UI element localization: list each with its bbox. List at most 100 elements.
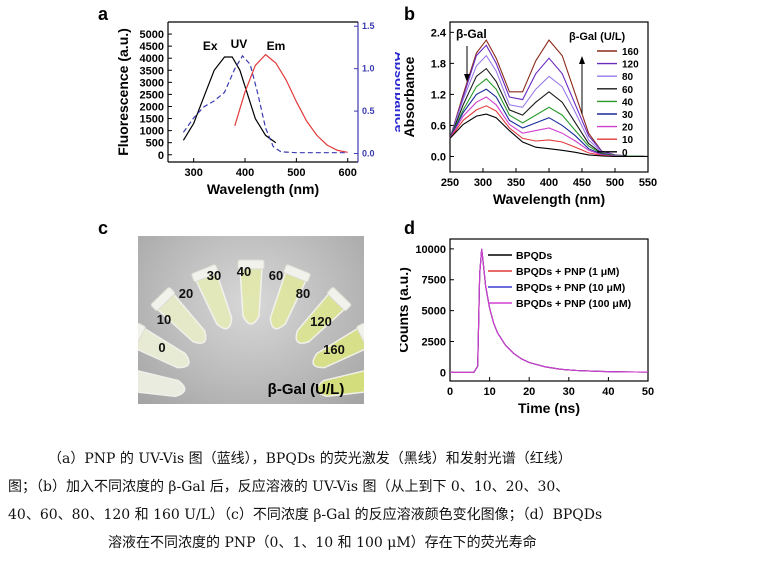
series-b-30: [449, 88, 648, 158]
xlabel-a: Wavelength (nm): [207, 181, 319, 197]
panel-label-d: d: [404, 218, 415, 238]
panel-label-c: c: [98, 218, 109, 238]
ytick-label-a: 2500: [140, 89, 164, 101]
arrow-up-head-b: [579, 56, 585, 64]
series-b-0: [449, 113, 648, 158]
legend-label-b-160: 160: [622, 47, 639, 58]
tube-body: [269, 271, 307, 330]
caption-line-2: 图；（b）加入不同浓度的 β-Gal 后，反应溶液的 UV-Vis 图（从上到下…: [8, 479, 570, 495]
ytick-label-a: 0: [158, 150, 164, 162]
tube-label-40: 40: [237, 264, 251, 279]
series-d-BPQDs + PNP (100 μM): [450, 248, 649, 373]
legend-label-d-3: BPQDs + PNP (100 μM): [516, 298, 631, 310]
series-label-a-em: Em: [267, 39, 286, 53]
xtick-label-a: 400: [236, 167, 254, 179]
xtick-label-b: 400: [540, 177, 558, 189]
tube-30: [191, 264, 233, 330]
tube-photo: 0 10 20 30 40 60 80 120 160 β-Gal (U/L): [119, 236, 383, 404]
xtick-label-b: 250: [441, 177, 459, 189]
legend-label-b-60: 60: [622, 85, 634, 96]
ylabel-a: Fluorescence (a.u.): [115, 28, 131, 156]
annotation-b: β-Gal: [456, 27, 487, 41]
tube-label-30: 30: [207, 268, 221, 283]
y2tick-label-a: 1.0: [362, 64, 375, 74]
xtick-label-a: 600: [339, 167, 357, 179]
chart-a: 300 400 500 6000500100015002000250030003500…: [115, 21, 400, 197]
ylabel-b: Absorbance: [401, 56, 417, 137]
caption-line-3: 40、60、80、120 和 160 U/L）（c）不同浓度 β-Gal 的反应…: [8, 507, 603, 523]
legend-label-b-40: 40: [622, 97, 634, 108]
tube-body: [132, 327, 190, 369]
tube-80: [295, 287, 352, 344]
ytick-label-b: 0.0: [431, 151, 446, 163]
ytick-label-a: 1000: [140, 126, 164, 138]
ytick-label-d: 5000: [422, 306, 446, 318]
photo-label: β-Gal (U/L): [268, 381, 345, 398]
caption-line-1: （a）PNP 的 UV-Vis 图（蓝线），BPQDs 的荧光激发（黑线）和发射…: [48, 451, 572, 467]
xtick-label-d: 0: [447, 386, 453, 398]
ytick-label-d: 10000: [415, 244, 446, 256]
xtick-label-d: 20: [523, 386, 535, 398]
series-a-Em: [234, 53, 348, 153]
frame-b: [449, 21, 649, 173]
tube-body: [312, 327, 370, 369]
xtick-label-a: 500: [287, 167, 305, 179]
panel-label-b: b: [404, 4, 415, 24]
ytick-label-d: 0: [440, 367, 446, 379]
xtick-label-a: 300: [184, 167, 202, 179]
legend-label-b-120: 120: [622, 60, 639, 71]
xtick-label-d: 10: [483, 386, 495, 398]
panel-label-a: a: [98, 4, 109, 24]
xtick-label-b: 450: [573, 177, 591, 189]
ytick-label-b: 1.2: [431, 89, 446, 101]
ytick-label-b: 1.8: [431, 58, 446, 70]
xlabel-b: Wavelength (nm): [493, 191, 605, 207]
tube-label-10: 10: [157, 312, 171, 327]
tube-body: [195, 271, 233, 330]
legend-label-d-2: BPQDs + PNP (10 μM): [516, 282, 625, 294]
caption-line-4: 溶液在不同浓度的 PNP（0、1、10 和 100 μM）存在下的荧光寿命: [108, 535, 537, 551]
tube-label-60: 60: [269, 268, 283, 283]
ytick-label-a: 3000: [140, 77, 164, 89]
tube-60: [269, 264, 311, 330]
tube-40: [237, 259, 265, 325]
tube-body: [239, 267, 263, 325]
tube-20: [150, 287, 207, 344]
legend-label-b-10: 10: [622, 135, 634, 146]
tube-cap: [191, 264, 219, 283]
ytick-label-a: 500: [146, 138, 164, 150]
ytick-label-b: 0.6: [431, 120, 446, 132]
tube-body: [316, 368, 376, 398]
legend-label-d-1: BPQDs + PNP (1 μM): [516, 266, 619, 278]
y2tick-label-a: 0.5: [362, 106, 375, 116]
ytick-label-d: 2500: [422, 336, 446, 348]
chart-b: 250 300 350 400 450 500 5500.00.61.21.82.4Wave…: [401, 21, 657, 207]
ytick-label-a: 4500: [140, 41, 164, 53]
tube-label-120: 120: [310, 314, 332, 329]
tube-cap: [326, 287, 352, 311]
legend-title-b: β-Gal (U/L): [569, 31, 626, 43]
tube-body: [126, 368, 186, 398]
frame-d: [449, 238, 649, 382]
tube-cap: [283, 264, 311, 283]
tube-body: [156, 292, 207, 344]
series-b-60: [449, 67, 649, 158]
tube-cap: [237, 259, 265, 270]
ytick-label-a: 2000: [140, 101, 164, 113]
series-label-a-ex: Ex: [203, 39, 218, 53]
tube-label-80: 80: [296, 286, 310, 301]
arrow-down-head-b: [464, 74, 470, 82]
xtick-label-b: 550: [639, 177, 657, 189]
legend-label-b-80: 80: [622, 72, 634, 83]
y2tick-label-a: 1.5: [362, 21, 375, 31]
series-b-120: [449, 44, 649, 158]
y2label-a: Absorbance: [392, 52, 400, 133]
ytick-label-a: 3500: [140, 65, 164, 77]
series-b-20: [449, 96, 648, 158]
ytick-label-d: 7500: [422, 275, 446, 287]
series-a-Ex: [182, 56, 277, 144]
ytick-label-a: 1500: [140, 114, 164, 126]
ytick-label-a: 4000: [140, 53, 164, 65]
ylabel-d: Counts (a.u.): [400, 267, 411, 353]
